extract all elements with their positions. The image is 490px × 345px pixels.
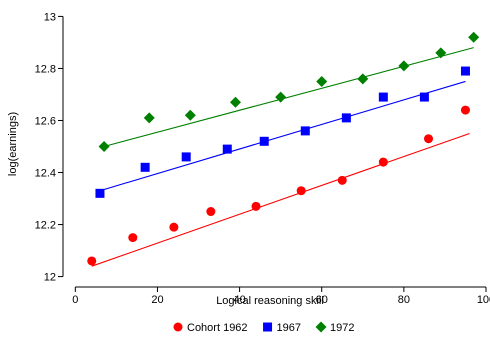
data-point-cohort-1962 <box>87 256 97 266</box>
y-tick-label: 12.6 <box>35 115 56 127</box>
x-axis-title: Logical reasoning skill <box>216 295 324 307</box>
data-point-1967 <box>341 113 351 123</box>
data-points <box>87 31 480 266</box>
fit-line-1972 <box>103 47 474 148</box>
data-point-cohort-1962 <box>424 134 434 144</box>
legend-label-1972: 1972 <box>330 322 354 334</box>
data-point-cohort-1962 <box>460 105 470 115</box>
data-point-cohort-1962 <box>251 201 261 211</box>
legend-marker-cohort-1962 <box>173 322 183 332</box>
data-point-1967 <box>140 162 150 172</box>
x-tick-label: 0 <box>72 294 78 306</box>
data-point-1972 <box>275 91 287 103</box>
y-tick-label: 12.4 <box>35 168 56 180</box>
legend: Cohort 1962 1967 1972 <box>173 321 355 334</box>
fit-lines <box>91 47 474 267</box>
data-point-1967 <box>378 92 388 102</box>
y-tick-label: 12.2 <box>35 220 56 232</box>
y-tick-label: 12 <box>44 272 56 284</box>
data-point-1967 <box>419 92 429 102</box>
data-point-1967 <box>300 126 310 136</box>
data-point-cohort-1962 <box>169 222 179 232</box>
y-tick-label: 12.8 <box>35 63 56 75</box>
data-point-1972 <box>184 109 196 121</box>
y-axis-title: log(earnings) <box>7 112 19 176</box>
legend-label-cohort-1962: Cohort 1962 <box>187 322 248 334</box>
data-point-cohort-1962 <box>128 233 138 243</box>
x-tick-label: 60 <box>316 294 328 306</box>
axes: 0 20 40 60 80 100 12 12.2 12.4 12.6 12.8 13 <box>35 11 490 306</box>
data-point-1967 <box>259 136 269 146</box>
x-tick-label: 20 <box>151 294 163 306</box>
data-point-1972 <box>357 73 369 85</box>
data-point-1972 <box>143 112 155 124</box>
legend-marker-1967 <box>263 322 273 332</box>
data-point-cohort-1962 <box>337 175 347 185</box>
legend-label-1967: 1967 <box>277 322 301 334</box>
data-point-1967 <box>460 66 470 76</box>
fit-line-cohort-1962 <box>91 132 470 267</box>
data-point-1972 <box>316 75 328 87</box>
x-tick-label: 40 <box>233 294 245 306</box>
data-point-1972 <box>468 31 480 43</box>
legend-marker-1972 <box>315 321 327 333</box>
data-point-cohort-1962 <box>296 186 306 196</box>
y-tick-label: 13 <box>44 11 56 23</box>
data-point-1972 <box>398 60 410 72</box>
data-point-1967 <box>95 188 105 198</box>
x-tick-label: 80 <box>398 294 410 306</box>
data-point-1972 <box>98 141 110 152</box>
data-point-cohort-1962 <box>378 157 388 167</box>
x-tick-label: 100 <box>477 294 490 306</box>
data-point-1967 <box>181 152 191 162</box>
data-point-1967 <box>222 144 232 154</box>
fit-line-1967 <box>99 80 466 192</box>
data-point-1972 <box>229 96 241 108</box>
data-point-1972 <box>435 47 447 59</box>
data-point-cohort-1962 <box>206 207 216 217</box>
